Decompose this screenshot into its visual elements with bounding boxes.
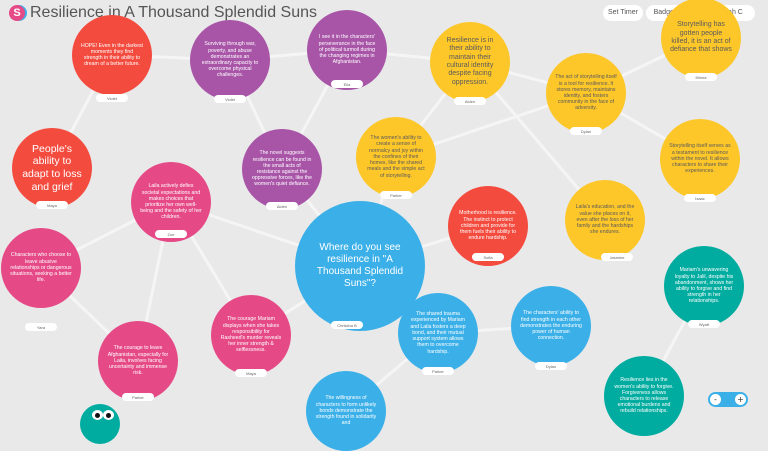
sticky-note-bubble[interactable]: Resilience lies in the women's ability t… (604, 356, 684, 436)
note-text: The novel suggests resilience can be fou… (252, 150, 312, 188)
note-text: People's ability to adapt to loss and gr… (22, 142, 82, 193)
author-tag: Maya (36, 201, 68, 209)
mascot-monster (80, 404, 120, 444)
author-tag: Ella (331, 80, 363, 88)
note-text: The willingness of characters to form un… (315, 395, 377, 427)
note-text: The women's ability to create a sense of… (367, 135, 425, 179)
sticky-note-bubble[interactable]: The courage Mariam displays when she tak… (211, 295, 291, 375)
sticky-note-bubble[interactable]: Laila actively defies societal expectati… (131, 162, 211, 242)
author-tag: Dylan (570, 127, 602, 135)
sticky-note-bubble[interactable]: The act of storytelling itself is a tool… (546, 53, 626, 133)
note-text: Surviving through war, poverty, and abus… (201, 41, 259, 79)
sticky-note-bubble[interactable]: The characters' ability to find strength… (511, 286, 591, 366)
note-text: The shared trauma experienced by Mariam … (410, 311, 466, 355)
author-tag: Sofia (472, 253, 504, 261)
note-text: Mariam's unwavering loyalty to Jalil, de… (674, 267, 734, 305)
note-text: The characters' ability to find strength… (520, 310, 582, 342)
sticky-note-bubble[interactable]: People's ability to adapt to loss and gr… (12, 128, 92, 208)
zoom-out-button[interactable]: - (710, 394, 721, 405)
note-text: Laila actively defies societal expectati… (140, 183, 202, 221)
author-tag: Violet (214, 95, 246, 103)
note-text: Motherhood is resilience. The instinct t… (459, 210, 517, 242)
sticky-note-bubble[interactable]: The courage to leave Afghanistan, especi… (98, 321, 178, 401)
sticky-note-bubble[interactable]: The novel suggests resilience can be fou… (242, 129, 322, 209)
author-tag: Isaac (684, 194, 716, 202)
author-tag: Minna (685, 73, 717, 81)
note-text: Storytelling has gotten people killed, i… (670, 21, 732, 54)
note-text: Characters who choose to leave abusive r… (10, 252, 72, 284)
zoom-in-button[interactable]: + (735, 394, 746, 405)
note-text: The act of storytelling itself is a tool… (555, 74, 617, 112)
author-tag: Aiden (266, 202, 298, 210)
sticky-note-bubble[interactable]: Mariam's unwavering loyalty to Jalil, de… (664, 246, 744, 326)
author-tag: Zoe (155, 230, 187, 238)
sticky-note-bubble[interactable]: Storytelling has gotten people killed, i… (661, 0, 741, 78)
sticky-note-bubble[interactable]: The women's ability to create a sense of… (356, 117, 436, 197)
note-text: The courage to leave Afghanistan, especi… (107, 345, 169, 377)
note-text: Resilience is in their ability to mainta… (446, 36, 494, 86)
board-title-text: Resilience in A Thousand Splendid Suns (30, 4, 318, 21)
sticky-note-bubble[interactable]: Laila's education, and the value she pla… (565, 180, 645, 260)
author-tag: Yara (25, 323, 57, 331)
sticky-note-bubble[interactable]: The willingness of characters to form un… (306, 371, 386, 451)
sticky-note-bubble[interactable]: Characters who choose to leave abusive r… (1, 228, 81, 308)
author-tag: Wyatt (688, 320, 720, 328)
note-text: HOPE! Even in the darkest moments they f… (81, 42, 143, 68)
app-logo: S (9, 5, 25, 21)
sticky-note-bubble[interactable]: Motherhood is resilience. The instinct t… (448, 186, 528, 266)
author-tag: Maya (235, 369, 267, 377)
author-tag: Dylan (535, 362, 567, 370)
note-text: The courage Mariam displays when she tak… (220, 316, 282, 354)
sticky-note-bubble[interactable]: The shared trauma experienced by Mariam … (398, 293, 478, 373)
author-tag: Parker (122, 393, 154, 401)
note-text: Storytelling itself serves as a testamen… (669, 143, 731, 175)
zoom-control: - + (708, 392, 748, 407)
board-title: S Resilience in A Thousand Splendid Suns (9, 4, 317, 22)
author-tag: Jasmine (601, 253, 633, 261)
author-tag: Violet (96, 94, 128, 102)
note-text: I see it in the characters' perseverance… (318, 34, 376, 66)
sticky-note-bubble[interactable]: Where do you see resilience in "A Thousa… (295, 201, 425, 331)
sticky-note-bubble[interactable]: HOPE! Even in the darkest moments they f… (72, 15, 152, 95)
note-text: Laila's education, and the value she pla… (575, 204, 635, 236)
author-tag: Aiden (454, 97, 486, 105)
note-text: Resilience lies in the women's ability t… (614, 377, 674, 415)
author-tag: Parker (380, 191, 412, 199)
sticky-note-bubble[interactable]: Surviving through war, poverty, and abus… (190, 20, 270, 100)
author-tag: Parker (422, 367, 454, 375)
sticky-note-bubble[interactable]: Resilience is in their ability to mainta… (430, 22, 510, 102)
sticky-note-bubble[interactable]: I see it in the characters' perseverance… (307, 10, 387, 90)
set-timer-button[interactable]: Set Timer (603, 5, 643, 21)
sticky-note-bubble[interactable]: Storytelling itself serves as a testamen… (660, 119, 740, 199)
author-tag: Christina B (331, 321, 363, 329)
note-text: Where do you see resilience in "A Thousa… (316, 242, 404, 289)
